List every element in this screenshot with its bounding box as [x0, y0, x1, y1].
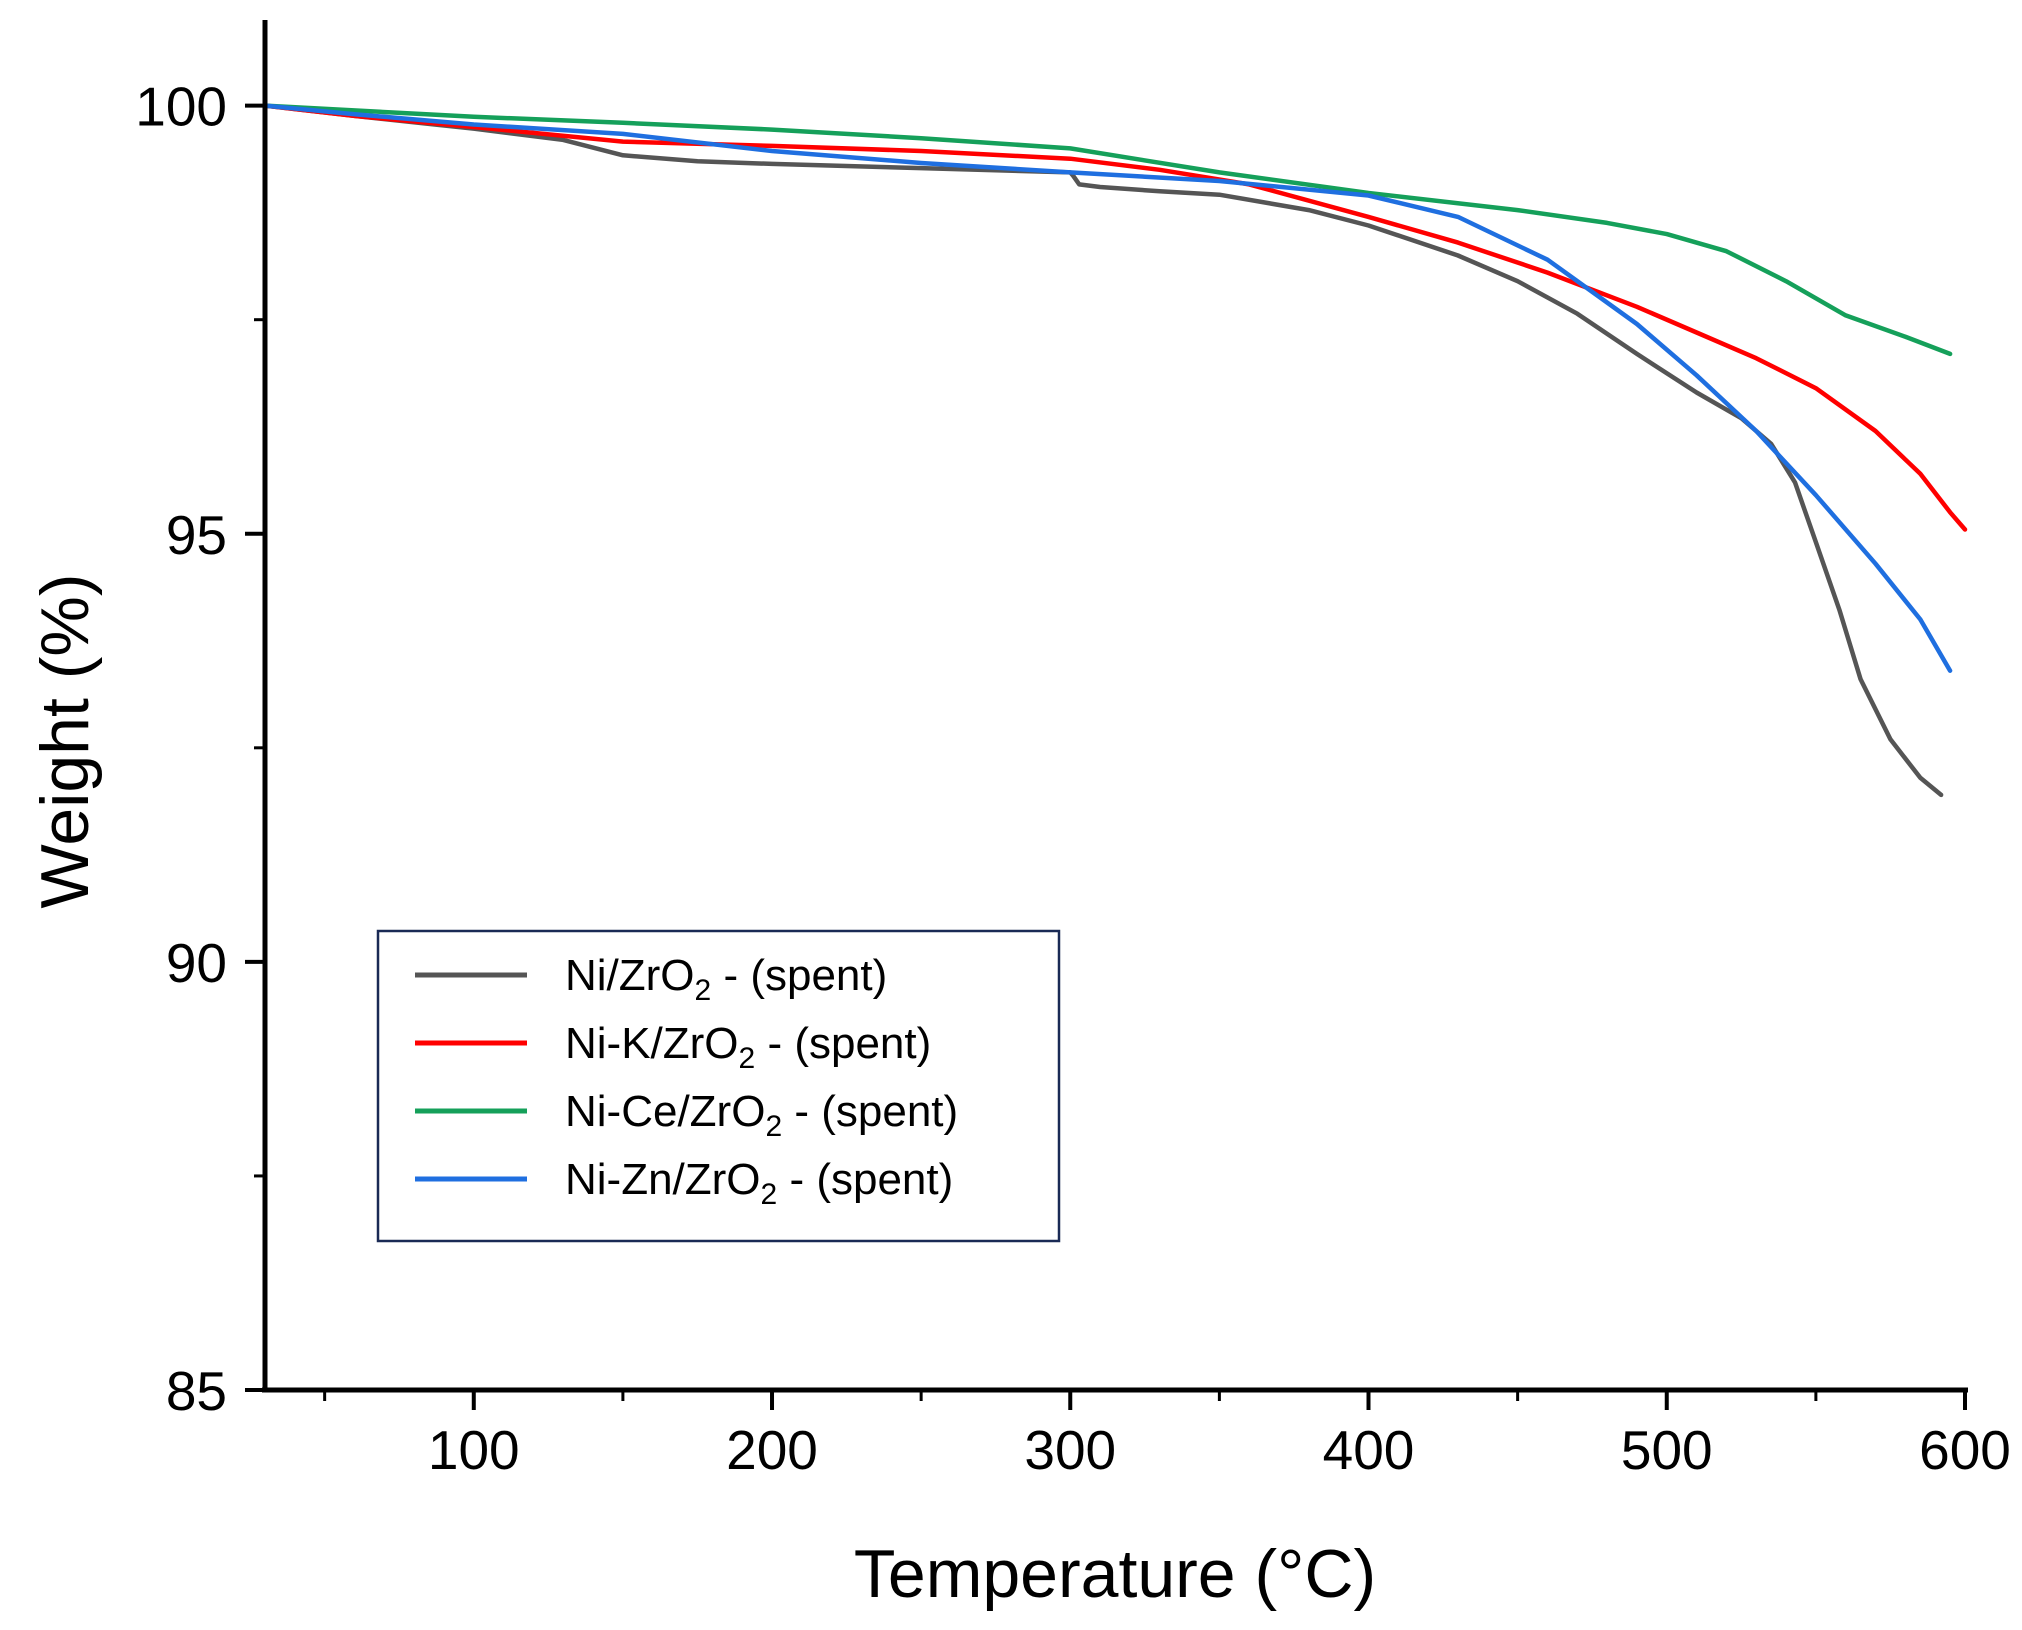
ticks-layer: 100 200 300 400 500 600 85 90 95 100 — [135, 76, 2011, 1481]
y-tick-label: 100 — [135, 76, 227, 138]
x-axis-title: Temperature (°C) — [854, 1536, 1376, 1612]
series-line-3 — [262, 103, 1953, 357]
y-tick-label: 90 — [166, 932, 227, 994]
legend-label-3: Ni-Ce/ZrO2 - (spent) — [565, 1087, 958, 1143]
x-tick-label: 300 — [1024, 1419, 1116, 1481]
y-tick-label: 85 — [166, 1360, 227, 1422]
series-line-2 — [262, 103, 1968, 532]
legend: Ni/ZrO2 - (spent) Ni-K/ZrO2 - (spent) Ni-C… — [376, 929, 1061, 1243]
series-layer — [262, 103, 1968, 798]
series-line-4 — [262, 103, 1953, 673]
legend-label-4: Ni-Zn/ZrO2 - (spent) — [565, 1155, 953, 1211]
x-tick-label: 600 — [1919, 1419, 2011, 1481]
x-tick-label: 500 — [1621, 1419, 1713, 1481]
axes-layer — [262, 20, 1968, 1393]
legend-box — [376, 929, 1061, 1243]
y-axis-title: Weight (%) — [27, 573, 103, 908]
x-tick-label: 100 — [428, 1419, 520, 1481]
x-tick-label: 400 — [1323, 1419, 1415, 1481]
series-line-1 — [262, 103, 1944, 798]
legend-items: Ni/ZrO2 - (spent) Ni-K/ZrO2 - (spent) Ni-C… — [415, 951, 958, 1211]
x-tick-label: 200 — [726, 1419, 818, 1481]
y-tick-label: 95 — [166, 504, 227, 566]
legend-label-1: Ni/ZrO2 - (spent) — [565, 951, 887, 1007]
legend-label-2: Ni-K/ZrO2 - (spent) — [565, 1019, 931, 1075]
